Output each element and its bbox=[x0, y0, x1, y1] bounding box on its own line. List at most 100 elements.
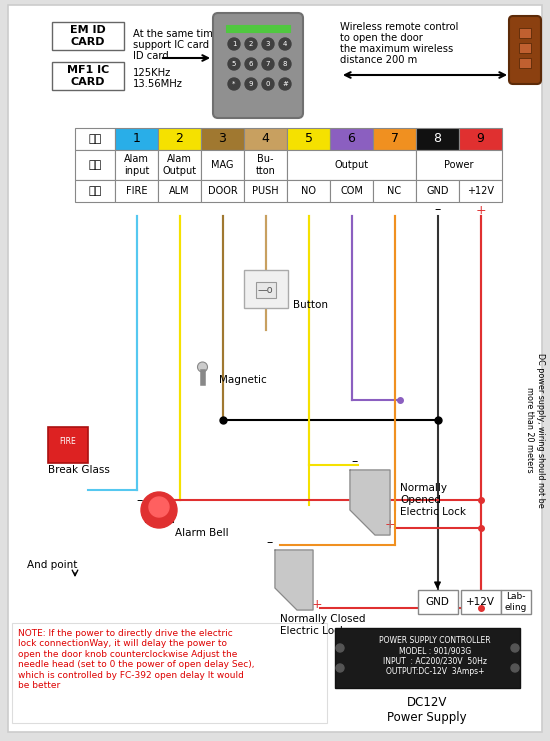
Text: 13.56MHz: 13.56MHz bbox=[133, 79, 183, 89]
Text: the maximum wireless: the maximum wireless bbox=[340, 44, 453, 54]
Text: 7: 7 bbox=[390, 133, 399, 145]
Bar bbox=[500, 590, 531, 614]
Text: Alarm Bell: Alarm Bell bbox=[175, 528, 229, 538]
Circle shape bbox=[511, 644, 519, 652]
Text: GND: GND bbox=[426, 597, 449, 607]
Text: DC12V
Power Supply: DC12V Power Supply bbox=[387, 696, 467, 724]
Bar bbox=[115, 128, 158, 150]
Text: 5: 5 bbox=[305, 133, 312, 145]
Circle shape bbox=[228, 78, 240, 90]
Text: PUSH: PUSH bbox=[252, 186, 279, 196]
Text: –: – bbox=[352, 456, 358, 468]
Text: Normally
Opened
Electric Lock: Normally Opened Electric Lock bbox=[400, 483, 466, 516]
Text: +: + bbox=[150, 491, 161, 503]
Text: 功能: 功能 bbox=[89, 160, 102, 170]
Text: Button: Button bbox=[294, 300, 328, 310]
Bar bbox=[226, 25, 290, 32]
Bar bbox=[158, 180, 201, 202]
Bar bbox=[145, 510, 173, 522]
Text: FIRE: FIRE bbox=[126, 186, 147, 196]
Circle shape bbox=[336, 644, 344, 652]
Bar bbox=[330, 180, 373, 202]
Bar bbox=[519, 28, 531, 38]
Text: 6: 6 bbox=[348, 133, 355, 145]
Circle shape bbox=[245, 58, 257, 70]
Text: FIRE: FIRE bbox=[59, 437, 76, 447]
Bar bbox=[244, 128, 287, 150]
Text: 3: 3 bbox=[218, 133, 227, 145]
Bar bbox=[519, 58, 531, 68]
Text: –: – bbox=[434, 204, 441, 216]
Bar bbox=[115, 180, 158, 202]
Circle shape bbox=[262, 78, 274, 90]
Text: 2: 2 bbox=[175, 133, 184, 145]
Text: 9: 9 bbox=[476, 133, 485, 145]
Text: MF1 IC
CARD: MF1 IC CARD bbox=[67, 65, 109, 87]
Text: 8: 8 bbox=[283, 61, 287, 67]
Text: Alam
Output: Alam Output bbox=[162, 154, 196, 176]
Bar bbox=[12, 623, 327, 723]
Text: Alam
input: Alam input bbox=[124, 154, 149, 176]
Circle shape bbox=[336, 664, 344, 672]
Text: Magnetic: Magnetic bbox=[219, 375, 267, 385]
Bar bbox=[416, 180, 459, 202]
Bar bbox=[75, 150, 115, 180]
Text: NO: NO bbox=[301, 186, 316, 196]
Text: distance 200 m: distance 200 m bbox=[340, 55, 417, 65]
Polygon shape bbox=[350, 470, 390, 535]
Text: COM: COM bbox=[340, 186, 363, 196]
Circle shape bbox=[197, 362, 207, 372]
Bar bbox=[52, 22, 124, 50]
Bar bbox=[201, 150, 244, 180]
Circle shape bbox=[141, 492, 177, 528]
Text: 0: 0 bbox=[266, 81, 270, 87]
Bar bbox=[373, 180, 416, 202]
Bar bbox=[256, 282, 276, 298]
Text: support IC card or: support IC card or bbox=[133, 40, 222, 50]
Bar bbox=[244, 150, 287, 180]
Text: 6: 6 bbox=[249, 61, 253, 67]
Text: 7: 7 bbox=[266, 61, 270, 67]
Bar bbox=[287, 180, 330, 202]
Text: And point: And point bbox=[27, 560, 78, 570]
Text: –: – bbox=[267, 536, 273, 550]
FancyBboxPatch shape bbox=[509, 16, 541, 84]
Text: DC power supply, wiring should not be
more than 20 meters: DC power supply, wiring should not be mo… bbox=[525, 353, 544, 508]
Bar bbox=[416, 128, 459, 150]
Circle shape bbox=[279, 38, 291, 50]
Text: Break Glass: Break Glass bbox=[48, 465, 110, 475]
Circle shape bbox=[511, 664, 519, 672]
Bar bbox=[158, 150, 201, 180]
Bar bbox=[287, 128, 330, 150]
Text: 8: 8 bbox=[433, 133, 442, 145]
Circle shape bbox=[262, 38, 274, 50]
Text: 4: 4 bbox=[283, 41, 287, 47]
Bar bbox=[460, 590, 500, 614]
Circle shape bbox=[279, 78, 291, 90]
Bar bbox=[459, 128, 502, 150]
Text: to open the door: to open the door bbox=[340, 33, 423, 43]
Text: Lab-
eling: Lab- eling bbox=[504, 592, 527, 612]
Text: Normally Closed
Electric Lock: Normally Closed Electric Lock bbox=[280, 614, 366, 636]
Circle shape bbox=[149, 497, 169, 517]
Text: MAG: MAG bbox=[211, 160, 234, 170]
Bar bbox=[330, 128, 373, 150]
Text: ALM: ALM bbox=[169, 186, 190, 196]
Bar bbox=[244, 270, 288, 308]
Text: GND: GND bbox=[426, 186, 449, 196]
Bar bbox=[201, 128, 244, 150]
Bar bbox=[75, 128, 115, 150]
Text: 1: 1 bbox=[133, 133, 140, 145]
Bar bbox=[335, 628, 520, 688]
Circle shape bbox=[245, 38, 257, 50]
Text: Power: Power bbox=[444, 160, 474, 170]
Text: 5: 5 bbox=[232, 61, 236, 67]
Bar bbox=[158, 128, 201, 150]
Text: 序号: 序号 bbox=[89, 134, 102, 144]
Circle shape bbox=[279, 58, 291, 70]
Bar bbox=[48, 427, 88, 463]
Circle shape bbox=[262, 58, 274, 70]
Circle shape bbox=[228, 58, 240, 70]
Bar bbox=[244, 180, 287, 202]
Bar bbox=[287, 150, 416, 180]
